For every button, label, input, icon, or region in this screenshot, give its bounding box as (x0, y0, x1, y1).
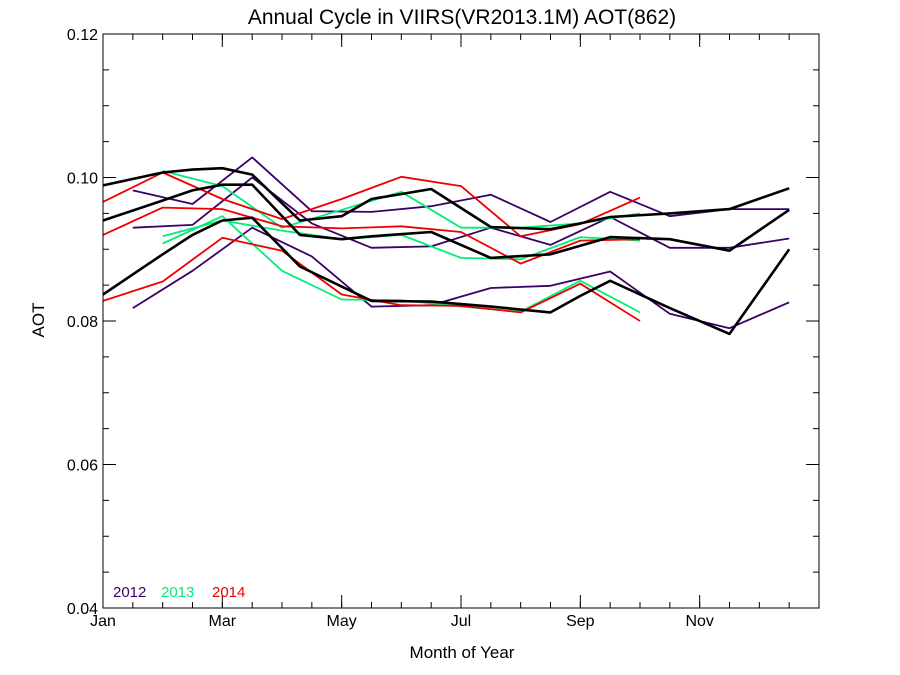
x-tick-label: Sep (566, 613, 595, 630)
y-tick-label: 0.08 (67, 314, 98, 331)
series-line-8 (102, 206, 641, 265)
legend-2013: 2013 (161, 584, 194, 601)
y-tick-label: 0.04 (67, 601, 98, 618)
y-axis-label: AOT (29, 303, 48, 338)
series-line-12 (102, 216, 791, 336)
x-tick-label: Nov (685, 613, 713, 630)
x-tick-label: May (327, 613, 357, 630)
x-tick-label: Jul (451, 613, 471, 630)
series-line-10 (102, 166, 790, 231)
legend-2012: 2012 (113, 584, 146, 601)
series-line-4 (162, 170, 641, 229)
chart-title: Annual Cycle in VIIRS(VR2013.1M) AOT(862… (248, 6, 676, 29)
legend-2014: 2014 (212, 584, 245, 601)
y-tick-label: 0.12 (67, 27, 98, 44)
y-tick-label: 0.10 (67, 171, 98, 188)
plot-frame (102, 33, 820, 609)
series-line-11 (102, 183, 790, 260)
x-tick-label: Mar (209, 613, 237, 630)
legend: 2012 2013 2014 (113, 584, 245, 601)
series-line-1 (132, 156, 790, 223)
y-tick-label: 0.06 (67, 458, 98, 475)
series-line-6 (162, 215, 641, 314)
x-tick-label: Jan (90, 613, 116, 630)
x-axis-label: Month of Year (410, 643, 515, 662)
